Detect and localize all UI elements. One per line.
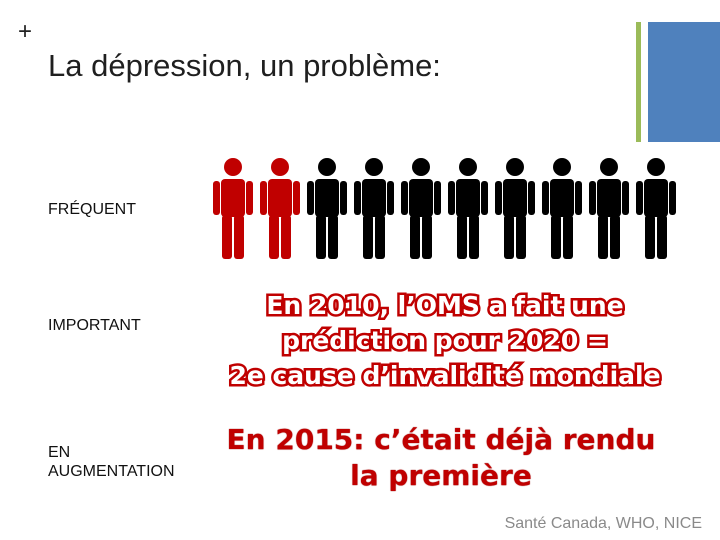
- label-frequent: FRÉQUENT: [48, 201, 136, 218]
- person-icon-black: [354, 158, 394, 259]
- person-icon-black: [542, 158, 582, 259]
- blue-accent-block: [648, 22, 720, 142]
- prediction-line-3: 2e cause d’invalidité mondiale: [227, 359, 663, 393]
- green-accent-bar: [636, 22, 641, 142]
- person-icon-red: [213, 158, 253, 259]
- prediction-line-2: prédiction pour 2020 =: [280, 324, 611, 358]
- person-icon-black: [636, 158, 676, 259]
- person-icon-red: [260, 158, 300, 259]
- person-icon-black: [307, 158, 347, 259]
- slide-title: La dépression, un problème:: [48, 48, 441, 83]
- prediction-line-1: En 2010, l’OMS a fait une: [264, 289, 626, 323]
- label-important: IMPORTANT: [48, 317, 141, 334]
- person-icon-black: [448, 158, 488, 259]
- result-text: En 2015: c’était déjà rendu la première: [226, 422, 656, 494]
- result-line-2: la première: [350, 459, 532, 492]
- person-icon-black: [589, 158, 629, 259]
- plus-icon: +: [18, 18, 33, 45]
- result-line-1: En 2015: c’était déjà rendu: [226, 423, 656, 456]
- source-citation: Santé Canada, WHO, NICE: [504, 515, 702, 532]
- prediction-text: En 2010, l’OMS a fait une prédiction pou…: [215, 288, 675, 393]
- label-augmentation: EN AUGMENTATION: [48, 444, 175, 480]
- person-icon-black: [401, 158, 441, 259]
- people-icon-row: [213, 158, 676, 259]
- person-icon-black: [495, 158, 535, 259]
